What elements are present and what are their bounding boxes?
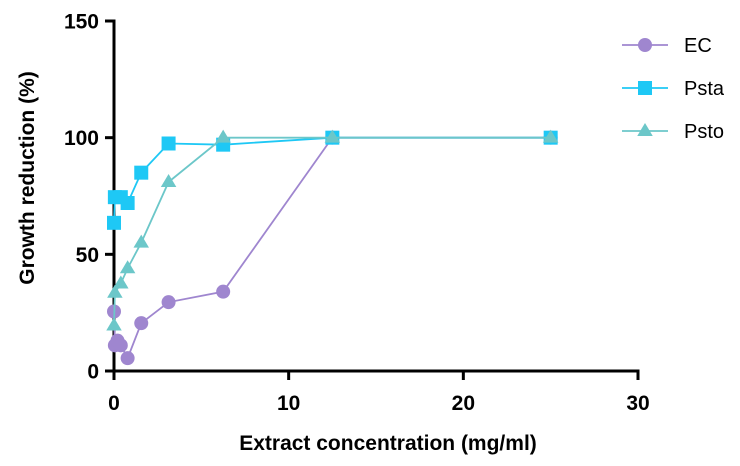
- series-line-ec: [113, 136, 551, 361]
- y-tick-label: 150: [64, 11, 99, 34]
- data-point-psto: [133, 234, 149, 248]
- x-tick-label: 10: [277, 392, 300, 415]
- legend-marker-square: [638, 81, 652, 95]
- axis-ticks: 0 50 100 150 0 10 20 30: [64, 11, 650, 416]
- legend-item-psto: Psto: [622, 121, 724, 143]
- series-line-psto: [113, 136, 551, 326]
- data-point-psto: [119, 260, 136, 274]
- axes: [112, 19, 640, 373]
- y-tick-label: 100: [64, 127, 99, 150]
- data-point-psta: [161, 136, 176, 151]
- legend-marker-triangle: [637, 122, 653, 136]
- data-point-ec: [120, 351, 135, 366]
- y-tick-label: 0: [87, 361, 99, 384]
- data-point-psto: [107, 284, 123, 298]
- y-axis-title: Growth reduction (%): [16, 71, 39, 285]
- x-tick-label: 0: [108, 392, 120, 415]
- x-tick-label: 20: [452, 392, 475, 415]
- data-point-ec: [134, 316, 149, 331]
- data-point-psto: [160, 173, 177, 187]
- legend: EC Psta Psto: [622, 35, 725, 143]
- series-ec: [107, 130, 558, 366]
- x-tick-label: 30: [626, 392, 649, 415]
- data-point-ec: [161, 295, 176, 310]
- data-point-ec: [216, 284, 231, 299]
- data-point-psto: [113, 275, 129, 289]
- legend-label: Psta: [684, 78, 725, 100]
- series-psta: [107, 130, 558, 230]
- data-point-psto: [106, 317, 122, 331]
- legend-item-ec: EC: [622, 35, 712, 57]
- data-point-ec: [113, 338, 128, 353]
- data-point-psto: [215, 129, 231, 143]
- data-point-psta: [107, 215, 121, 230]
- series-psto: [106, 129, 559, 331]
- legend-label: Psto: [684, 121, 724, 143]
- data-point-psta: [134, 165, 149, 180]
- y-tick-label: 50: [76, 244, 99, 267]
- data-point-psto: [542, 129, 559, 143]
- data-series: [106, 129, 559, 366]
- legend-label: EC: [684, 35, 712, 57]
- x-axis-title: Extract concentration (mg/ml): [239, 432, 537, 455]
- legend-marker-circle: [638, 38, 652, 52]
- legend-item-psta: Psta: [622, 78, 725, 100]
- series-line-psta: [113, 136, 551, 223]
- data-point-psta: [120, 196, 135, 210]
- data-point-psto: [324, 129, 341, 143]
